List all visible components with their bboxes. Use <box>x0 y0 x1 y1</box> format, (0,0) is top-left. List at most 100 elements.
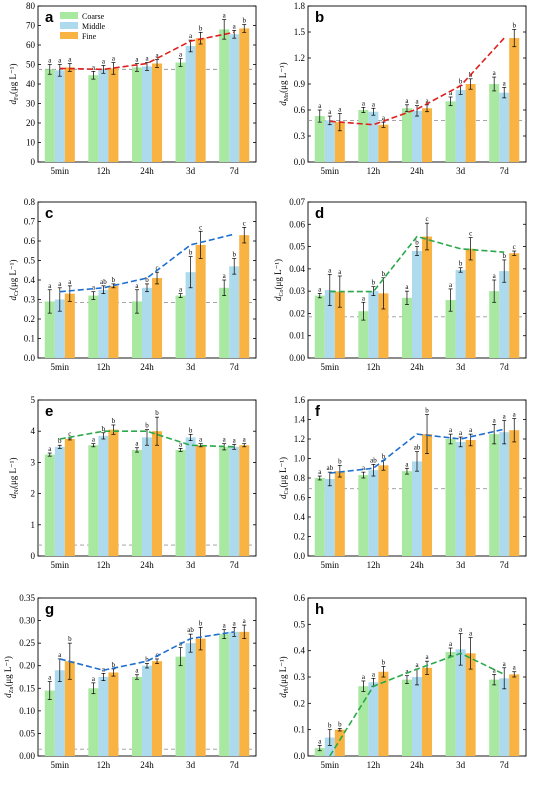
bar-middle <box>54 446 65 556</box>
y-axis-label: dMn(μg L⁻¹) <box>278 62 290 105</box>
bar-coarse <box>131 301 142 358</box>
bar-coarse <box>44 454 55 556</box>
bar-middle <box>229 34 240 162</box>
bar-middle <box>368 682 379 756</box>
x-tick-label: 3d <box>456 560 466 570</box>
bar-coarse <box>401 297 412 358</box>
significance-letter: a <box>425 653 429 661</box>
significance-letter: a <box>405 97 409 105</box>
legend-label: Fine <box>82 32 97 41</box>
significance-letter: a <box>155 52 159 60</box>
x-tick-label: 12h <box>367 362 381 372</box>
y-tick-label: 50 <box>26 60 36 70</box>
bar-middle <box>411 461 423 556</box>
significance-letter: b <box>112 417 116 425</box>
significance-letter: a <box>425 97 429 105</box>
significance-letter: b <box>425 407 429 415</box>
y-tick-label: 1 <box>31 520 36 530</box>
trend-line <box>329 37 505 126</box>
significance-letter: a <box>179 51 183 59</box>
x-tick-label: 3d <box>186 166 196 176</box>
significance-letter: c <box>243 219 246 227</box>
significance-letter: a <box>318 102 322 110</box>
significance-letter: a <box>243 436 247 444</box>
y-tick-label: 0.5 <box>294 619 306 629</box>
significance-letter: b <box>242 17 246 25</box>
significance-letter: a <box>493 416 497 424</box>
bar-coarse <box>44 69 55 162</box>
significance-letter: b <box>68 635 72 643</box>
x-tick-label: 24h <box>140 760 154 770</box>
x-tick-label: 5min <box>51 362 70 372</box>
x-tick-label: 7d <box>500 166 510 176</box>
significance-letter: b <box>328 722 332 730</box>
significance-letter: a <box>493 272 497 280</box>
y-tick-label: 1.8 <box>294 1 306 11</box>
bar-fine <box>334 729 345 756</box>
bar-middle <box>411 677 423 756</box>
x-tick-label: 7d <box>230 362 240 372</box>
x-tick-label: 7d <box>230 560 240 570</box>
y-axis-label: dCo(μg L⁻¹) <box>273 259 285 301</box>
bar-fine <box>509 38 520 162</box>
bar-coarse <box>489 291 500 358</box>
bar-coarse <box>489 84 500 162</box>
x-tick-label: 3d <box>456 166 466 176</box>
bar-middle <box>98 435 109 556</box>
y-tick-label: 0.20 <box>19 661 35 671</box>
y-axis-label: dCu(μg L⁻¹) <box>278 457 290 499</box>
y-tick-label: 0.02 <box>289 308 305 318</box>
y-tick-label: 10 <box>26 138 36 148</box>
significance-letter: a <box>362 673 366 681</box>
bar-coarse <box>175 62 186 162</box>
y-axis-label-unit: (μg L⁻¹) <box>278 62 288 93</box>
bar-fine <box>465 653 476 756</box>
y-axis-label-subscript: Fe <box>14 94 20 100</box>
y-tick-label: 0.35 <box>19 593 35 603</box>
bar-middle <box>229 631 240 756</box>
x-tick-label: 5min <box>321 760 340 770</box>
y-tick-label: 0.01 <box>289 331 305 341</box>
panel-letter: g <box>45 601 54 618</box>
significance-letter: a <box>92 284 96 292</box>
y-tick-label: 0.7 <box>24 217 36 227</box>
significance-letter: a <box>135 667 139 675</box>
bar-fine <box>108 429 119 556</box>
y-tick-label: 2 <box>31 489 36 499</box>
bar-fine <box>108 68 119 162</box>
significance-letter: a <box>449 426 453 434</box>
significance-letter: a <box>362 294 366 302</box>
x-tick-label: 3d <box>186 362 196 372</box>
y-tick-label: 70 <box>26 21 36 31</box>
significance-letter: b <box>382 270 386 278</box>
significance-letter: b <box>232 251 236 259</box>
y-axis-label-unit: (μg L⁻¹) <box>3 656 13 687</box>
bar-middle <box>185 272 196 358</box>
bar-middle <box>368 470 379 556</box>
y-tick-label: 0.06 <box>289 219 305 229</box>
significance-letter: ab <box>414 444 421 452</box>
bar-fine <box>378 293 389 358</box>
significance-letter: a <box>223 622 227 630</box>
x-tick-label: 7d <box>230 760 240 770</box>
y-tick-label: 0.0 <box>294 551 306 561</box>
y-tick-label: 0.5 <box>24 256 36 266</box>
trend-line <box>59 31 235 71</box>
y-axis-label: dZn(μg L⁻¹) <box>3 656 15 698</box>
panel-letter: b <box>315 9 324 26</box>
panel-letter: e <box>45 403 53 420</box>
bar-fine <box>152 278 163 358</box>
significance-letter: a <box>318 468 322 476</box>
significance-letter: ab <box>100 278 107 286</box>
y-axis-label-subscript: Cu <box>284 488 290 495</box>
bar-coarse <box>358 475 369 556</box>
bar-middle <box>324 120 335 162</box>
y-tick-label: 0.2 <box>24 314 35 324</box>
x-tick-label: 12h <box>367 560 381 570</box>
significance-letter: a <box>223 12 227 20</box>
bar-middle <box>141 66 153 162</box>
bar-fine <box>195 638 206 756</box>
significance-letter: b <box>382 658 386 666</box>
